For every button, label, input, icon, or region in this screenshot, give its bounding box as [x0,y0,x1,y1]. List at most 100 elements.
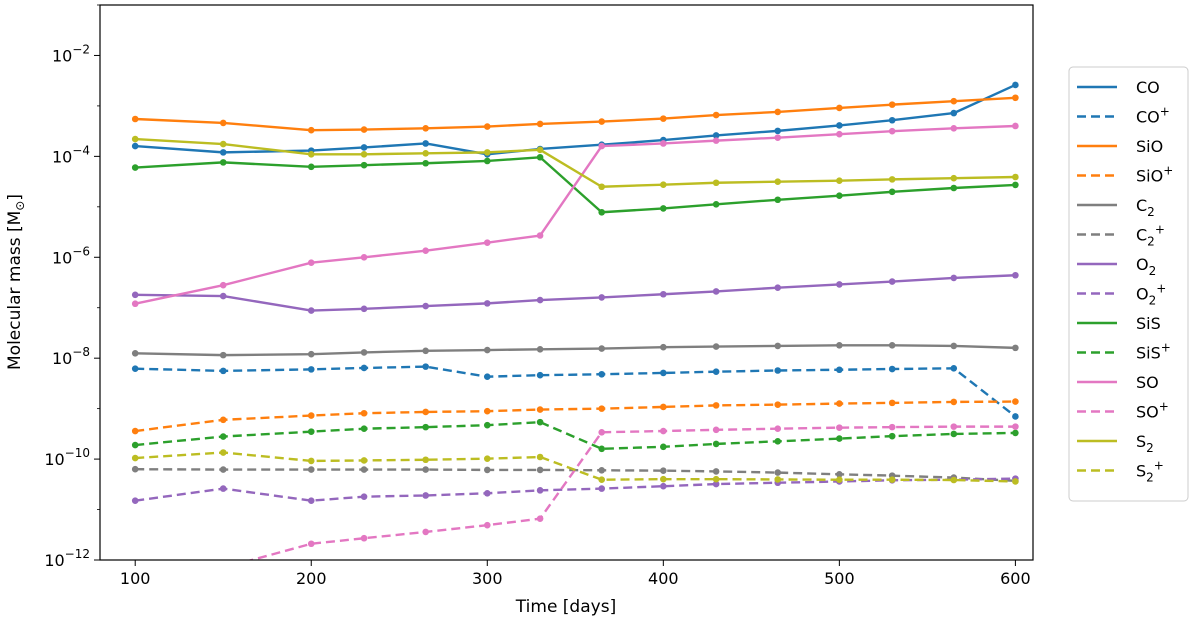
data-point [950,184,958,192]
series-line-s2-plus [135,451,1016,483]
data-point [712,368,720,375]
data-point [1012,413,1019,420]
data-point [360,161,368,169]
data-point [1012,173,1019,181]
data-point [712,402,720,409]
data-point [422,150,429,157]
data-point [360,466,368,473]
data-point [219,149,227,156]
data-point [598,208,606,216]
data-point [422,347,429,355]
data-point [660,115,667,122]
data-point [1012,271,1019,279]
data-point [1012,429,1019,437]
data-point [774,438,782,445]
data-point [660,482,667,490]
data-point [131,497,139,504]
data-point [836,104,843,112]
data-point [360,534,368,542]
data-point [220,565,227,572]
data-point [712,468,720,475]
data-point [1012,398,1019,405]
data-point [598,294,606,301]
data-point [307,457,315,465]
y-tick-label: 10−2 [52,42,90,65]
data-point [660,369,667,377]
data-point [774,401,782,408]
legend-label: O2+ [1136,282,1166,308]
data-point [360,457,368,464]
data-point [598,142,606,150]
data-point [219,140,227,148]
data-point [483,407,491,415]
data-point [483,157,491,165]
data-point [131,365,139,372]
data-point [422,302,429,310]
data-point [660,290,667,298]
data-point [219,281,227,289]
data-point [483,421,491,429]
data-point [307,307,315,314]
data-point [712,288,720,295]
series-line-sio [135,96,1016,132]
data-point [598,466,606,474]
data-point [307,466,315,473]
data-point [660,181,667,188]
data-point [307,259,315,267]
series-line-so-plus [247,425,1016,560]
data-point [536,406,544,413]
data-point [307,412,315,419]
data-point [836,366,843,374]
data-point [950,124,958,132]
data-point [660,403,667,411]
data-point [307,350,315,358]
data-point [774,127,782,135]
data-point [888,127,896,135]
data-point [836,342,843,349]
data-point [836,281,843,288]
data-point [360,126,368,133]
data-point [836,435,843,442]
data-point [483,489,491,497]
data-point [774,196,782,204]
legend-label: SiO+ [1136,164,1173,186]
data-point [660,140,667,147]
data-point [219,416,227,424]
data-point [131,349,139,357]
legend-label: SiS+ [1136,341,1171,363]
data-point [360,349,368,356]
data-point [836,470,843,478]
data-point [660,427,667,435]
series-line-co [135,83,1016,156]
legend-frame [1068,66,1189,502]
data-point [712,480,720,488]
data-point [1012,94,1019,102]
data-point [536,515,544,522]
data-point [422,140,429,147]
series-line-c2 [135,344,1016,357]
data-point [598,445,606,453]
data-point [422,528,429,536]
data-point [422,247,429,254]
legend-label: CO+ [1136,105,1170,127]
data-point [774,108,782,116]
data-point [712,343,720,350]
data-point [307,150,315,158]
data-point [836,476,843,484]
data-point [888,423,896,431]
data-point [774,367,782,374]
data-point [1012,344,1019,352]
data-point [219,449,227,456]
data-point [888,342,896,349]
legend-label: SiO [1136,137,1163,156]
data-point [536,453,544,461]
data-point [307,540,315,548]
data-point [888,278,896,285]
data-point [836,192,843,200]
data-point [1012,423,1019,430]
data-point [598,476,606,484]
data-point [598,405,606,412]
data-point [131,300,139,308]
data-point [950,174,958,182]
